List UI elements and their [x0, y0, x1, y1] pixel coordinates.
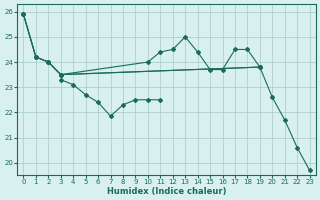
- X-axis label: Humidex (Indice chaleur): Humidex (Indice chaleur): [107, 187, 226, 196]
